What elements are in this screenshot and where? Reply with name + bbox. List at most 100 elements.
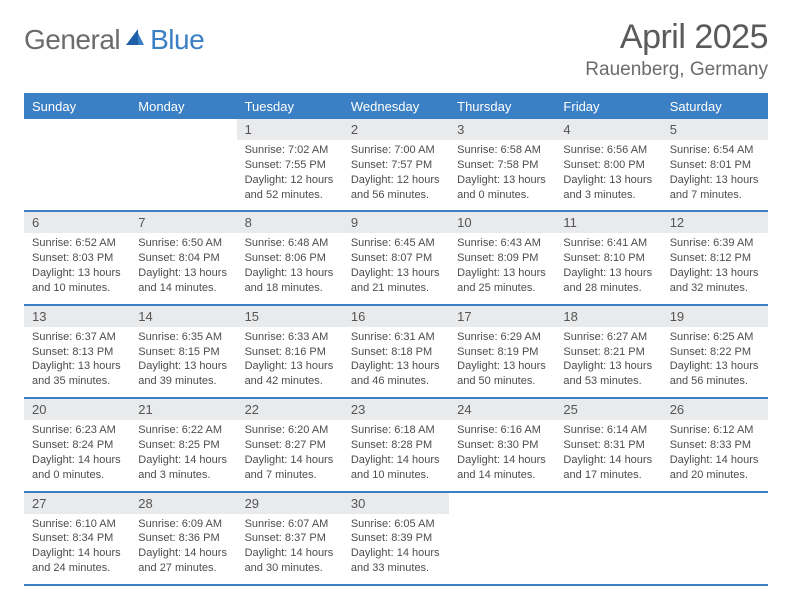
day-cell: 29Sunrise: 6:07 AMSunset: 8:37 PMDayligh…	[237, 493, 343, 584]
day-body: Sunrise: 6:10 AMSunset: 8:34 PMDaylight:…	[24, 514, 130, 584]
daylight-line: Daylight: 13 hours and 35 minutes.	[32, 359, 122, 389]
sunset-line: Sunset: 8:21 PM	[563, 345, 653, 360]
sunset-line: Sunset: 8:12 PM	[670, 251, 760, 266]
sunset-line: Sunset: 8:10 PM	[563, 251, 653, 266]
day-cell: 17Sunrise: 6:29 AMSunset: 8:19 PMDayligh…	[449, 306, 555, 397]
day-body: Sunrise: 6:07 AMSunset: 8:37 PMDaylight:…	[237, 514, 343, 584]
title-block: April 2025 Rauenberg, Germany	[585, 18, 768, 81]
day-cell: 7Sunrise: 6:50 AMSunset: 8:04 PMDaylight…	[130, 212, 236, 303]
day-cell: 30Sunrise: 6:05 AMSunset: 8:39 PMDayligh…	[343, 493, 449, 584]
day-cell: 22Sunrise: 6:20 AMSunset: 8:27 PMDayligh…	[237, 399, 343, 490]
sunset-line: Sunset: 8:31 PM	[563, 438, 653, 453]
daylight-line: Daylight: 14 hours and 10 minutes.	[351, 453, 441, 483]
day-body: Sunrise: 6:20 AMSunset: 8:27 PMDaylight:…	[237, 420, 343, 490]
day-cell: 2Sunrise: 7:00 AMSunset: 7:57 PMDaylight…	[343, 119, 449, 210]
day-number: 19	[662, 306, 768, 327]
location-subtitle: Rauenberg, Germany	[585, 59, 768, 81]
calendar-page: General Blue April 2025 Rauenberg, Germa…	[0, 0, 792, 612]
day-number: 25	[555, 399, 661, 420]
sunrise-line: Sunrise: 6:25 AM	[670, 330, 760, 345]
day-body: Sunrise: 6:16 AMSunset: 8:30 PMDaylight:…	[449, 420, 555, 490]
day-header: Tuesday	[237, 95, 343, 119]
week-row: 1Sunrise: 7:02 AMSunset: 7:55 PMDaylight…	[24, 119, 768, 212]
day-cell: 12Sunrise: 6:39 AMSunset: 8:12 PMDayligh…	[662, 212, 768, 303]
day-cell: 16Sunrise: 6:31 AMSunset: 8:18 PMDayligh…	[343, 306, 449, 397]
sunrise-line: Sunrise: 6:31 AM	[351, 330, 441, 345]
sunset-line: Sunset: 8:28 PM	[351, 438, 441, 453]
day-cell: 3Sunrise: 6:58 AMSunset: 7:58 PMDaylight…	[449, 119, 555, 210]
day-body: Sunrise: 6:09 AMSunset: 8:36 PMDaylight:…	[130, 514, 236, 584]
day-body: Sunrise: 6:31 AMSunset: 8:18 PMDaylight:…	[343, 327, 449, 397]
daylight-line: Daylight: 13 hours and 18 minutes.	[245, 266, 335, 296]
sunset-line: Sunset: 7:58 PM	[457, 158, 547, 173]
day-body: Sunrise: 6:54 AMSunset: 8:01 PMDaylight:…	[662, 140, 768, 210]
sunset-line: Sunset: 8:39 PM	[351, 531, 441, 546]
day-cell	[449, 493, 555, 584]
sunset-line: Sunset: 8:27 PM	[245, 438, 335, 453]
sunrise-line: Sunrise: 7:00 AM	[351, 143, 441, 158]
day-cell: 4Sunrise: 6:56 AMSunset: 8:00 PMDaylight…	[555, 119, 661, 210]
sunrise-line: Sunrise: 6:18 AM	[351, 423, 441, 438]
daylight-line: Daylight: 13 hours and 0 minutes.	[457, 173, 547, 203]
day-number: 17	[449, 306, 555, 327]
sunset-line: Sunset: 8:34 PM	[32, 531, 122, 546]
day-cell: 15Sunrise: 6:33 AMSunset: 8:16 PMDayligh…	[237, 306, 343, 397]
sunset-line: Sunset: 8:22 PM	[670, 345, 760, 360]
daylight-line: Daylight: 14 hours and 20 minutes.	[670, 453, 760, 483]
logo: General Blue	[24, 18, 204, 56]
sunrise-line: Sunrise: 6:10 AM	[32, 517, 122, 532]
day-body: Sunrise: 6:25 AMSunset: 8:22 PMDaylight:…	[662, 327, 768, 397]
day-header: Wednesday	[343, 95, 449, 119]
day-cell: 14Sunrise: 6:35 AMSunset: 8:15 PMDayligh…	[130, 306, 236, 397]
daylight-line: Daylight: 13 hours and 53 minutes.	[563, 359, 653, 389]
day-body: Sunrise: 7:02 AMSunset: 7:55 PMDaylight:…	[237, 140, 343, 210]
day-number: 30	[343, 493, 449, 514]
day-number: 2	[343, 119, 449, 140]
daylight-line: Daylight: 14 hours and 33 minutes.	[351, 546, 441, 576]
daylight-line: Daylight: 13 hours and 25 minutes.	[457, 266, 547, 296]
sunrise-line: Sunrise: 6:52 AM	[32, 236, 122, 251]
day-number: 15	[237, 306, 343, 327]
day-cell: 20Sunrise: 6:23 AMSunset: 8:24 PMDayligh…	[24, 399, 130, 490]
sunset-line: Sunset: 8:15 PM	[138, 345, 228, 360]
sunrise-line: Sunrise: 6:29 AM	[457, 330, 547, 345]
day-cell	[24, 119, 130, 210]
day-number: 27	[24, 493, 130, 514]
logo-sail-icon	[124, 27, 146, 54]
page-header: General Blue April 2025 Rauenberg, Germa…	[24, 18, 768, 81]
day-number: 9	[343, 212, 449, 233]
sunrise-line: Sunrise: 6:56 AM	[563, 143, 653, 158]
sunset-line: Sunset: 8:25 PM	[138, 438, 228, 453]
day-body: Sunrise: 6:50 AMSunset: 8:04 PMDaylight:…	[130, 233, 236, 303]
sunrise-line: Sunrise: 6:07 AM	[245, 517, 335, 532]
day-number: 29	[237, 493, 343, 514]
day-number: 23	[343, 399, 449, 420]
day-number: 16	[343, 306, 449, 327]
day-cell: 24Sunrise: 6:16 AMSunset: 8:30 PMDayligh…	[449, 399, 555, 490]
day-body: Sunrise: 6:48 AMSunset: 8:06 PMDaylight:…	[237, 233, 343, 303]
sunrise-line: Sunrise: 6:27 AM	[563, 330, 653, 345]
sunset-line: Sunset: 8:24 PM	[32, 438, 122, 453]
week-row: 27Sunrise: 6:10 AMSunset: 8:34 PMDayligh…	[24, 493, 768, 586]
daylight-line: Daylight: 13 hours and 42 minutes.	[245, 359, 335, 389]
daylight-line: Daylight: 14 hours and 30 minutes.	[245, 546, 335, 576]
daylight-line: Daylight: 14 hours and 3 minutes.	[138, 453, 228, 483]
day-body: Sunrise: 6:05 AMSunset: 8:39 PMDaylight:…	[343, 514, 449, 584]
day-body: Sunrise: 6:41 AMSunset: 8:10 PMDaylight:…	[555, 233, 661, 303]
daylight-line: Daylight: 14 hours and 7 minutes.	[245, 453, 335, 483]
day-number: 3	[449, 119, 555, 140]
day-cell: 11Sunrise: 6:41 AMSunset: 8:10 PMDayligh…	[555, 212, 661, 303]
calendar-table: Sunday Monday Tuesday Wednesday Thursday…	[24, 93, 768, 586]
sunrise-line: Sunrise: 6:45 AM	[351, 236, 441, 251]
day-body: Sunrise: 6:35 AMSunset: 8:15 PMDaylight:…	[130, 327, 236, 397]
day-body: Sunrise: 6:18 AMSunset: 8:28 PMDaylight:…	[343, 420, 449, 490]
day-cell: 13Sunrise: 6:37 AMSunset: 8:13 PMDayligh…	[24, 306, 130, 397]
sunrise-line: Sunrise: 6:23 AM	[32, 423, 122, 438]
day-number: 12	[662, 212, 768, 233]
daylight-line: Daylight: 13 hours and 7 minutes.	[670, 173, 760, 203]
day-number: 11	[555, 212, 661, 233]
sunset-line: Sunset: 8:09 PM	[457, 251, 547, 266]
day-number: 28	[130, 493, 236, 514]
daylight-line: Daylight: 13 hours and 28 minutes.	[563, 266, 653, 296]
week-row: 6Sunrise: 6:52 AMSunset: 8:03 PMDaylight…	[24, 212, 768, 305]
